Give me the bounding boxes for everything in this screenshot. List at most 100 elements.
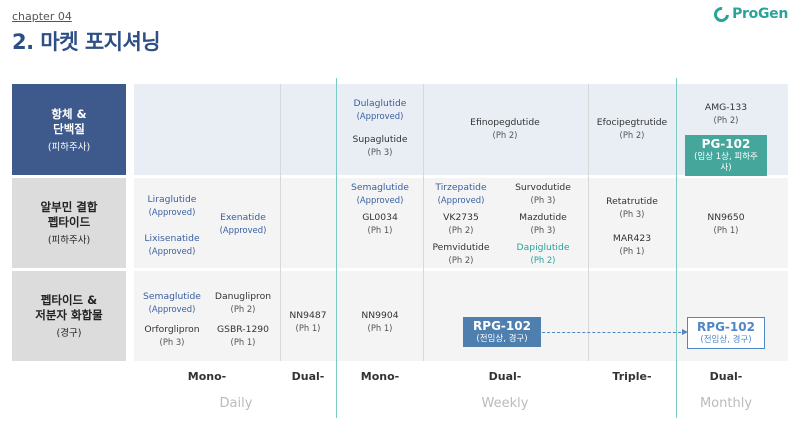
chapter-label: chapter 04 (12, 10, 72, 23)
col-label-dual-weekly: Dual- (488, 370, 522, 383)
frequency-divider (336, 78, 337, 418)
column-divider (588, 84, 589, 361)
drug-name: GL0034 (362, 212, 398, 223)
drug-dapiglutide: Dapiglutide (Ph 2) (517, 242, 570, 266)
drug-phase: (Ph 1) (367, 323, 393, 333)
drug-name: NN9650 (707, 212, 745, 223)
drug-vk2735: VK2735 (Ph 2) (443, 212, 479, 236)
drug-phase: (Ph 2) (230, 304, 256, 314)
col-label-mono-daily: Mono- (187, 370, 227, 383)
drug-retatrutide: Retatrutide (Ph 3) (606, 196, 658, 220)
drug-name: PG-102 (701, 137, 751, 151)
drug-name: Lixisenatide (144, 233, 200, 244)
drug-name: Orforglipron (144, 324, 200, 335)
drug-efinopegdutide: Efinopegdutide (Ph 2) (470, 117, 540, 141)
drug-phase: (Ph 2) (713, 115, 739, 125)
freq-label-daily: Daily (219, 396, 253, 411)
drug-tirzepatide: Tirzepatide (Approved) (435, 182, 486, 206)
drug-phase: (Ph 2) (619, 130, 645, 140)
drug-orforglipron: Orforglipron (Ph 3) (144, 324, 199, 348)
drug-survodutide: Survodutide (Ph 3) (515, 182, 571, 206)
column-divider (280, 84, 281, 361)
drug-phase: (Approved) (437, 195, 485, 205)
drug-phase: (Ph 2) (448, 255, 474, 265)
drug-name: Mazdutide (519, 212, 567, 223)
freq-label-weekly: Weekly (481, 396, 529, 411)
drug-phase: (Ph 1) (367, 225, 393, 235)
drug-phase: (Approved) (356, 195, 404, 205)
drug-name: RPG-102 (697, 320, 755, 334)
rpg-102-monthly-badge: RPG-102 (전임상, 경구) (687, 317, 765, 349)
drug-phase: (Ph 2) (448, 225, 474, 235)
drug-lixisenatide: Lixisenatide (Approved) (144, 233, 199, 257)
drug-name: NN9904 (361, 310, 399, 321)
drug-name: Liraglutide (147, 194, 197, 205)
row-header-albumin: 알부민 결합 펩타이드 (피하주사) (12, 178, 126, 268)
drug-phase: (Ph 3) (619, 209, 645, 219)
page-title: 2. 마켓 포지셔닝 (12, 30, 161, 54)
drug-dulaglutide: Dulaglutide (Approved) (354, 98, 407, 122)
row-subtitle: (피하주사) (47, 235, 91, 246)
drug-nn9650: NN9650 (Ph 1) (707, 212, 744, 236)
col-label-mono-weekly: Mono- (360, 370, 400, 383)
progen-logo-icon (710, 3, 733, 25)
drug-phase: (임상 1상, 피하주사) (694, 152, 758, 173)
drug-name: Dapiglutide (516, 242, 570, 253)
drug-phase: (Approved) (148, 304, 196, 314)
drug-phase: (전임상, 경구) (476, 334, 528, 344)
drug-pemvidutide: Pemvidutide (Ph 2) (432, 242, 489, 266)
drug-nn9487: NN9487 (Ph 1) (289, 310, 326, 334)
drug-liraglutide: Liraglutide (Approved) (148, 194, 197, 218)
drug-name: Exenatide (220, 212, 266, 223)
drug-phase: (Ph 2) (492, 130, 518, 140)
logo-text: ProGen (732, 6, 788, 22)
drug-exenatide: Exenatide (Approved) (220, 212, 267, 236)
drug-phase: (Ph 1) (619, 246, 645, 256)
drug-phase: (Ph 3) (530, 195, 556, 205)
col-label-dual-daily: Dual- (291, 370, 325, 383)
drug-phase: (전임상, 경구) (700, 335, 752, 345)
row-header-peptide: 펩타이드 & 저분자 화합물 (경구) (12, 271, 126, 361)
drug-phase: (Ph 1) (713, 225, 739, 235)
drug-name: Semaglutide (351, 182, 409, 193)
drug-efocipegtrutide: Efocipegtrutide (Ph 2) (597, 117, 667, 141)
drug-name: MAR423 (612, 233, 652, 244)
freq-label-monthly: Monthly (699, 396, 753, 411)
drug-name: Semaglutide (143, 291, 201, 302)
drug-phase: (Approved) (148, 246, 196, 256)
drug-name: Retatrutide (606, 196, 658, 207)
row-header-antibody: 항체 & 단백질 (피하주사) (12, 84, 126, 175)
drug-name: Dulaglutide (353, 98, 407, 109)
drug-name: Pemvidutide (432, 242, 490, 253)
row-band-albumin (134, 178, 788, 268)
drug-name: Efocipegtrutide (596, 117, 668, 128)
pg-102-badge: PG-102 (임상 1상, 피하주사) (685, 135, 767, 176)
drug-phase: (Ph 1) (295, 323, 321, 333)
drug-phase: (Ph 2) (530, 255, 556, 265)
drug-phase: (Approved) (148, 207, 196, 217)
drug-phase: (Ph 3) (530, 225, 556, 235)
drug-danuglipron: Danuglipron (Ph 2) (215, 291, 271, 315)
rpg-102-weekly-badge: RPG-102 (전임상, 경구) (463, 317, 541, 347)
development-arrow (542, 332, 686, 333)
frequency-divider (676, 78, 677, 418)
drug-phase: (Approved) (356, 111, 404, 121)
drug-phase: (Ph 3) (367, 147, 393, 157)
drug-supaglutide: Supaglutide (Ph 3) (353, 134, 408, 158)
drug-name: Danuglipron (214, 291, 272, 302)
column-divider (423, 84, 424, 361)
row-title: 펩타이드 & 저분자 화합물 (35, 293, 103, 322)
col-label-dual-monthly: Dual- (709, 370, 743, 383)
row-subtitle: (피하주사) (47, 141, 91, 153)
drug-mazdutide: Mazdutide (Ph 3) (519, 212, 567, 236)
drug-name: RPG-102 (473, 319, 531, 333)
row-subtitle: (경구) (56, 328, 82, 339)
drug-amg-133: AMG-133 (Ph 2) (705, 102, 747, 126)
drug-semaglutide: Semaglutide (Approved) (351, 182, 409, 206)
row-band-peptide (134, 271, 788, 361)
drug-name: Survodutide (515, 182, 571, 193)
drug-mar423: MAR423 (Ph 1) (613, 233, 651, 257)
col-label-triple-weekly: Triple- (612, 370, 652, 383)
row-title: 항체 & 단백질 (51, 106, 87, 136)
row-title: 알부민 결합 펩타이드 (40, 200, 98, 229)
